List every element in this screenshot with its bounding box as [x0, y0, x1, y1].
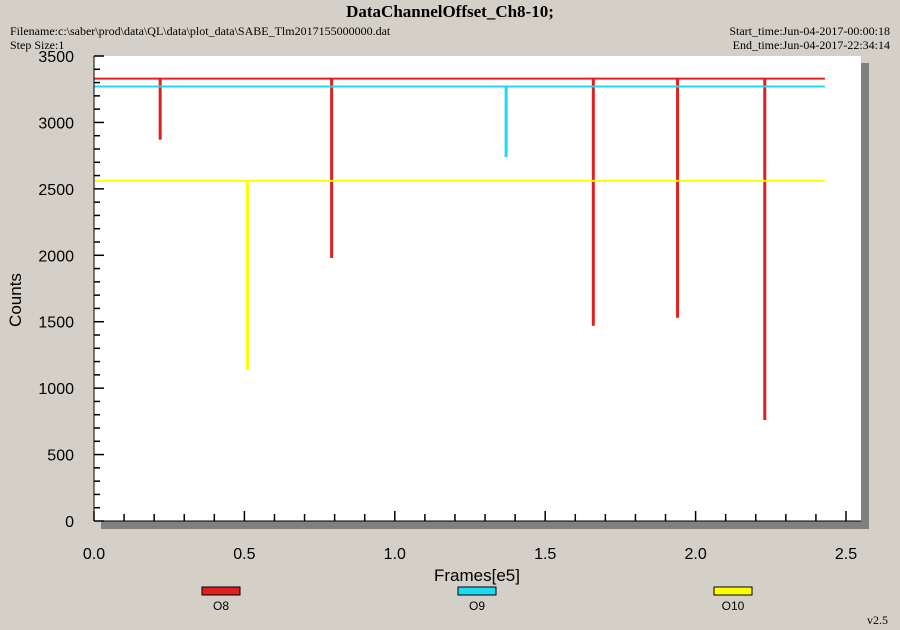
start-time-text: Start_time:Jun-04-2017-00:00:18: [729, 24, 890, 38]
y-tick-label: 2500: [38, 182, 74, 199]
plot-area: [94, 56, 861, 521]
chart-title: DataChannelOffset_Ch8-10;: [346, 2, 554, 21]
filename-text: Filename:c:\saber\prod\data\QL\data\plot…: [10, 24, 391, 38]
legend: O8 O9 O10: [201, 586, 753, 613]
x-tick-label: 0.5: [233, 546, 255, 563]
x-tick-label: 1.5: [534, 546, 556, 563]
x-tick-label: 2.5: [835, 546, 857, 563]
y-axis-title: Counts: [6, 273, 25, 327]
file-info: Filename:c:\saber\prod\data\QL\data\plot…: [10, 24, 390, 52]
end-time-text: End_time:Jun-04-2017-22:34:14: [732, 38, 890, 52]
axes-layer: 0.0 0.5 1.0 1.5 2.0 2.5 0 500 1000 1500 2000 2500 30…: [38, 49, 861, 563]
y-tick-label: 3500: [38, 49, 74, 66]
legend-label: O10: [722, 599, 745, 613]
y-tick-label: 1500: [38, 315, 74, 332]
step-size-text: Step Size:1: [10, 38, 65, 52]
legend-swatch: [201, 586, 241, 596]
legend-label: O8: [213, 599, 229, 613]
x-tick-label: 2.0: [684, 546, 706, 563]
legend-swatch: [457, 586, 497, 596]
version-label: v2.5: [867, 613, 888, 627]
series-o8: [94, 77, 825, 421]
series-o10: [94, 179, 825, 370]
legend-swatch: [713, 586, 753, 596]
series-o9: [94, 85, 825, 157]
y-tick-label: 3000: [38, 115, 74, 132]
x-tick-label: 1.0: [384, 546, 406, 563]
y-tick-label: 500: [47, 448, 74, 465]
series-layer: [94, 77, 825, 421]
y-tick-label: 0: [65, 514, 74, 531]
y-tick-label: 1000: [38, 381, 74, 398]
legend-label: O9: [469, 599, 485, 613]
y-tick-label: 2000: [38, 248, 74, 265]
time-info: Start_time:Jun-04-2017-00:00:18 End_time…: [729, 24, 890, 52]
x-axis-title: Frames[e5]: [434, 566, 520, 585]
x-tick-label: 0.0: [83, 546, 105, 563]
